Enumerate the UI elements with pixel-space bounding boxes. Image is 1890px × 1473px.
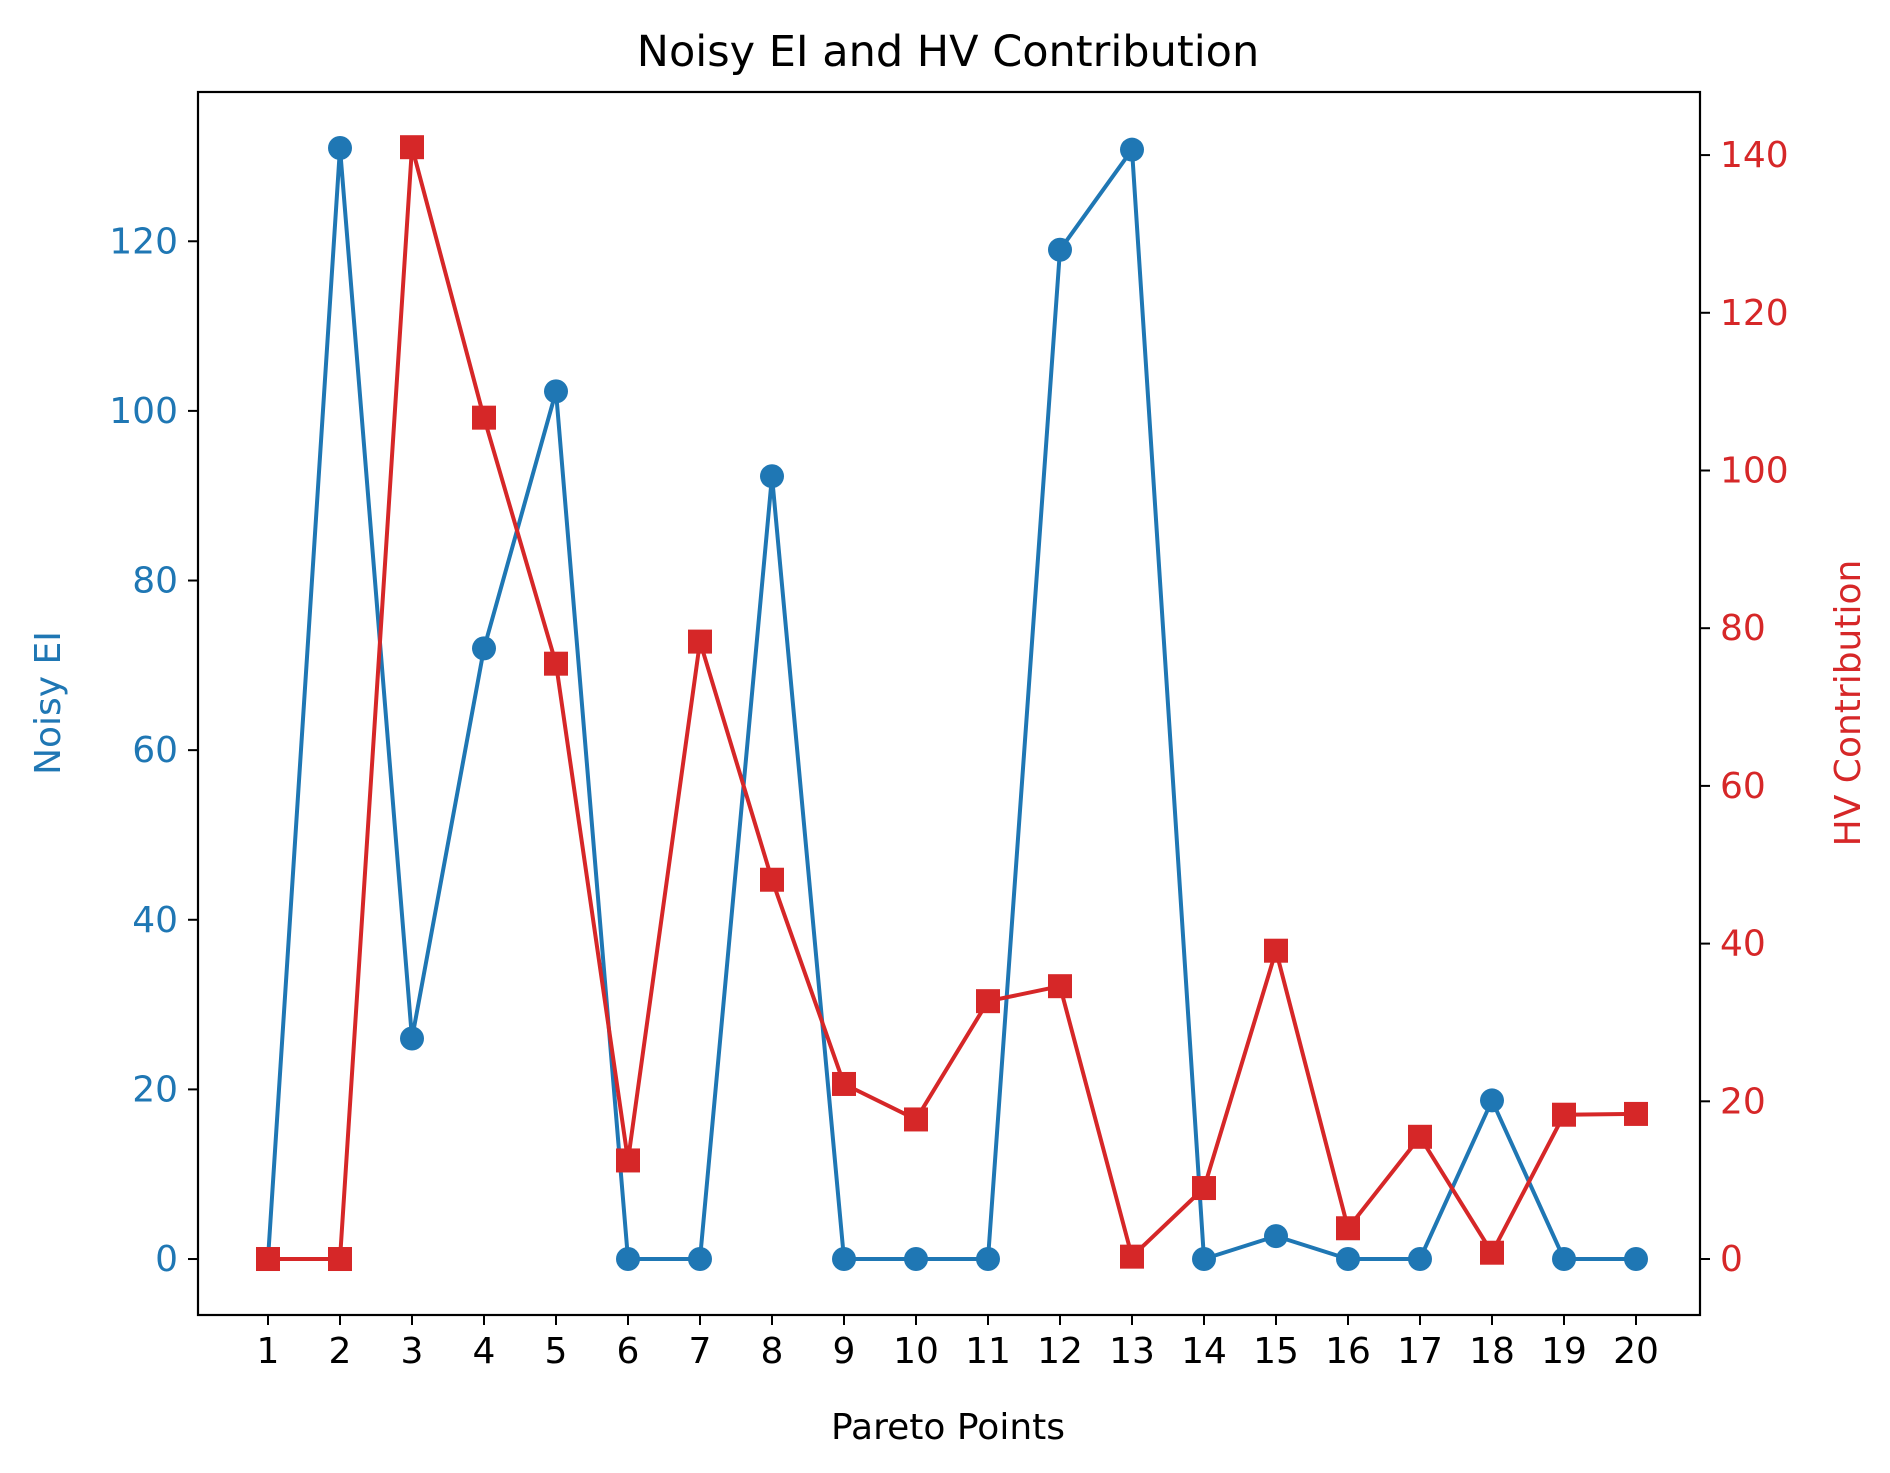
hv-contribution-point	[1552, 1102, 1576, 1127]
hv-contribution-point	[1120, 1244, 1144, 1269]
x-axis-title: Pareto Points	[831, 1407, 1065, 1448]
hv-contribution-point	[832, 1071, 856, 1096]
hv-contribution-point	[1264, 938, 1288, 963]
x-tick-label: 11	[965, 1331, 1011, 1372]
x-tick-label: 9	[833, 1331, 856, 1372]
noisy-ei-point	[1192, 1247, 1216, 1272]
noisy-ei-point	[544, 379, 568, 404]
hv-contribution-point	[328, 1247, 352, 1272]
x-tick-label: 18	[1469, 1331, 1515, 1372]
noisy-ei-point	[1048, 237, 1072, 262]
noisy-ei-point	[832, 1247, 856, 1272]
x-tick-label: 15	[1253, 1331, 1299, 1372]
hv-contribution-line	[268, 145, 1637, 1261]
y-axis-left-title: Noisy EI	[28, 631, 69, 775]
y-right-tick-label: 140	[1720, 135, 1789, 176]
series-markers	[256, 135, 1648, 1272]
x-tick-label: 13	[1109, 1331, 1155, 1372]
noisy-ei-point	[328, 135, 352, 160]
x-tick-label: 1	[257, 1331, 280, 1372]
x-tick-label: 8	[761, 1331, 784, 1372]
x-tick-label: 12	[1037, 1331, 1083, 1372]
x-tick-label: 3	[401, 1331, 424, 1372]
y-axis-left: 0 20 40 60 80 100 120	[109, 221, 198, 1280]
hv-contribution-point	[256, 1247, 280, 1272]
y-left-tick-label: 20	[132, 1069, 178, 1110]
hv-contribution-point	[976, 989, 1000, 1014]
hv-contribution-point	[688, 629, 712, 654]
noisy-ei-point	[1624, 1247, 1648, 1272]
x-tick-label: 14	[1181, 1331, 1227, 1372]
hv-contribution-point	[1048, 974, 1072, 999]
noisy-ei-point	[472, 636, 496, 661]
x-tick-label: 16	[1325, 1331, 1371, 1372]
y-left-tick-label: 100	[109, 391, 178, 432]
noisy-ei-point	[1264, 1224, 1288, 1249]
noisy-ei-point	[976, 1247, 1000, 1272]
y-axis-right-title: HV Contribution	[1828, 560, 1869, 847]
x-tick-label: 17	[1397, 1331, 1443, 1372]
hv-contribution-point	[1624, 1101, 1648, 1126]
plot-frame	[196, 90, 1702, 1317]
y-left-tick-label: 60	[132, 730, 178, 771]
noisy-ei-point	[1480, 1088, 1504, 1113]
hv-contribution-point	[1480, 1240, 1504, 1265]
y-right-tick-label: 0	[1720, 1239, 1743, 1280]
y-right-tick-label: 80	[1720, 608, 1766, 649]
x-tick-label: 7	[689, 1331, 712, 1372]
hv-contribution-point	[1408, 1124, 1432, 1149]
noisy-ei-point	[1552, 1247, 1576, 1272]
x-tick-label: 20	[1613, 1331, 1659, 1372]
hv-contribution-point	[1192, 1176, 1216, 1201]
noisy-ei-point	[904, 1247, 928, 1272]
noisy-ei-point	[1120, 137, 1144, 162]
noisy-ei-point	[1408, 1247, 1432, 1272]
x-tick-label: 2	[329, 1331, 352, 1372]
noisy-ei-line	[266, 146, 1636, 1261]
chart-title: Noisy EI and HV Contribution	[637, 27, 1259, 77]
hv-contribution-point	[760, 867, 784, 892]
x-tick-label: 10	[893, 1331, 939, 1372]
noisy-ei-point	[616, 1247, 640, 1272]
y-right-tick-label: 40	[1720, 924, 1766, 965]
noisy-ei-point	[688, 1247, 712, 1272]
hv-contribution-point	[1336, 1216, 1360, 1241]
y-left-tick-label: 0	[155, 1239, 178, 1280]
y-left-tick-label: 120	[109, 221, 178, 262]
x-tick-label: 6	[617, 1331, 640, 1372]
hv-contribution-point	[616, 1148, 640, 1173]
hv-contribution-point	[544, 651, 568, 676]
x-tick-label: 4	[473, 1331, 496, 1372]
x-axis: 1 2 3 4 5 6 7 8 9 10 11 12 13 14 15 16 17 18 19 20	[257, 1315, 1659, 1372]
y-right-tick-label: 60	[1720, 766, 1766, 807]
y-right-tick-label: 120	[1720, 293, 1789, 334]
hv-contribution-point	[400, 135, 424, 160]
series-lines	[266, 145, 1637, 1261]
noisy-ei-point	[400, 1026, 424, 1051]
y-right-tick-label: 100	[1720, 450, 1789, 491]
x-tick-label: 19	[1541, 1331, 1587, 1372]
noisy-ei-point	[1336, 1247, 1360, 1272]
hv-contribution-point	[472, 405, 496, 430]
y-right-tick-label: 20	[1720, 1081, 1766, 1122]
y-axis-right: 0 20 40 60 80 100 120 140	[1700, 135, 1789, 1280]
hv-contribution-point	[904, 1107, 928, 1132]
noisy-ei-point	[760, 464, 784, 489]
x-tick-label: 5	[545, 1331, 568, 1372]
y-left-tick-label: 40	[132, 900, 178, 941]
y-left-tick-label: 80	[132, 561, 178, 602]
